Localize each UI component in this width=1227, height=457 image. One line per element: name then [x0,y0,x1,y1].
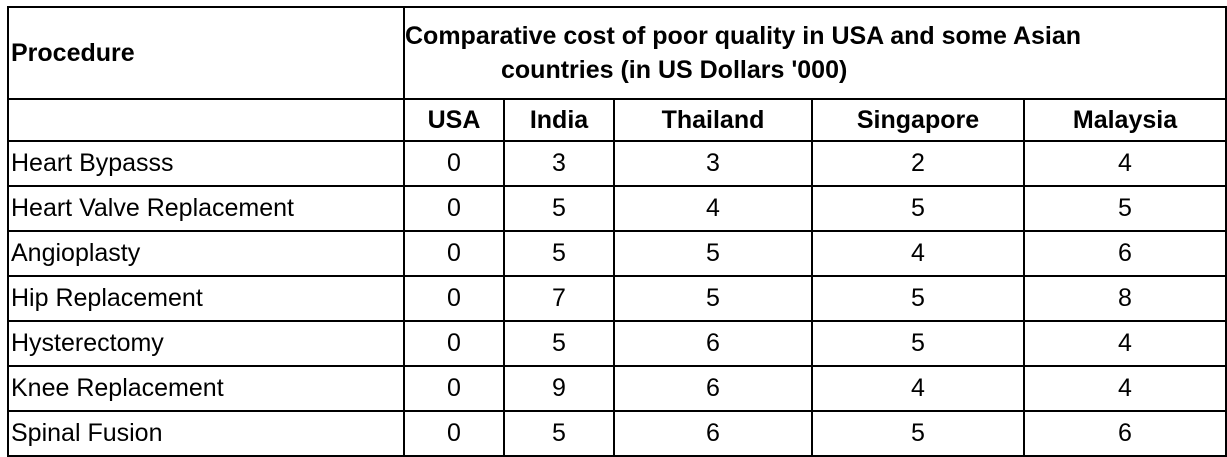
value-cell-usa: 0 [403,230,505,277]
value-cell-thailand: 6 [613,365,813,412]
value-cell-singapore: 4 [811,365,1025,412]
value-cell-india: 5 [503,230,615,277]
value-cell-thailand: 4 [613,185,813,232]
table-row: Heart Bypasss 0 3 3 2 4 [7,140,1227,187]
caption-line-1: Comparative cost of poor quality in USA … [405,22,1082,50]
table-row: Spinal Fusion 0 5 6 5 6 [7,410,1227,457]
value-cell-singapore: 5 [811,275,1025,322]
column-header-thailand: Thailand [613,98,813,142]
table-row: Knee Replacement 0 9 6 4 4 [7,365,1227,412]
value-cell-india: 3 [503,140,615,187]
value-cell-thailand: 6 [613,320,813,367]
procedure-cell: Angioplasty [7,230,405,277]
value-cell-india: 5 [503,320,615,367]
value-cell-malaysia: 8 [1023,275,1227,322]
value-cell-usa: 0 [403,320,505,367]
procedure-cell: Spinal Fusion [7,410,405,457]
value-cell-india: 7 [503,275,615,322]
value-cell-singapore: 5 [811,410,1025,457]
value-cell-malaysia: 5 [1023,185,1227,232]
column-header-singapore: Singapore [811,98,1025,142]
value-cell-thailand: 3 [613,140,813,187]
column-header-india: India [503,98,615,142]
value-cell-malaysia: 4 [1023,320,1227,367]
column-header-usa: USA [403,98,505,142]
table-row: Hip Replacement 0 7 5 5 8 [7,275,1227,322]
column-header-malaysia: Malaysia [1023,98,1227,142]
procedure-cell: Hip Replacement [7,275,405,322]
caption-line-2: countries (in US Dollars '000) [501,56,848,84]
table-row: Angioplasty 0 5 5 4 6 [7,230,1227,277]
procedure-header: Procedure [7,6,405,100]
value-cell-india: 5 [503,410,615,457]
procedure-cell: Knee Replacement [7,365,405,412]
column-header-row: USA India Thailand Singapore Malaysia [7,98,1227,142]
value-cell-usa: 0 [403,140,505,187]
table-row: Heart Valve Replacement 0 5 4 5 5 [7,185,1227,232]
value-cell-malaysia: 6 [1023,230,1227,277]
value-cell-india: 9 [503,365,615,412]
blank-header-cell [7,98,405,142]
table-title-row: Procedure Comparative cost of poor quali… [7,6,1227,100]
value-cell-singapore: 5 [811,185,1025,232]
value-cell-usa: 0 [403,185,505,232]
value-cell-usa: 0 [403,365,505,412]
value-cell-thailand: 5 [613,275,813,322]
value-cell-thailand: 5 [613,230,813,277]
value-cell-singapore: 5 [811,320,1025,367]
value-cell-usa: 0 [403,410,505,457]
cost-comparison-table: Procedure Comparative cost of poor quali… [7,6,1227,457]
procedure-cell: Hysterectomy [7,320,405,367]
value-cell-india: 5 [503,185,615,232]
procedure-cell: Heart Bypasss [7,140,405,187]
value-cell-malaysia: 4 [1023,140,1227,187]
value-cell-singapore: 4 [811,230,1025,277]
table-row: Hysterectomy 0 5 6 5 4 [7,320,1227,367]
value-cell-malaysia: 6 [1023,410,1227,457]
value-cell-usa: 0 [403,275,505,322]
procedure-cell: Heart Valve Replacement [7,185,405,232]
value-cell-thailand: 6 [613,410,813,457]
value-cell-singapore: 2 [811,140,1025,187]
table-caption: Comparative cost of poor quality in USA … [403,6,1227,100]
value-cell-malaysia: 4 [1023,365,1227,412]
